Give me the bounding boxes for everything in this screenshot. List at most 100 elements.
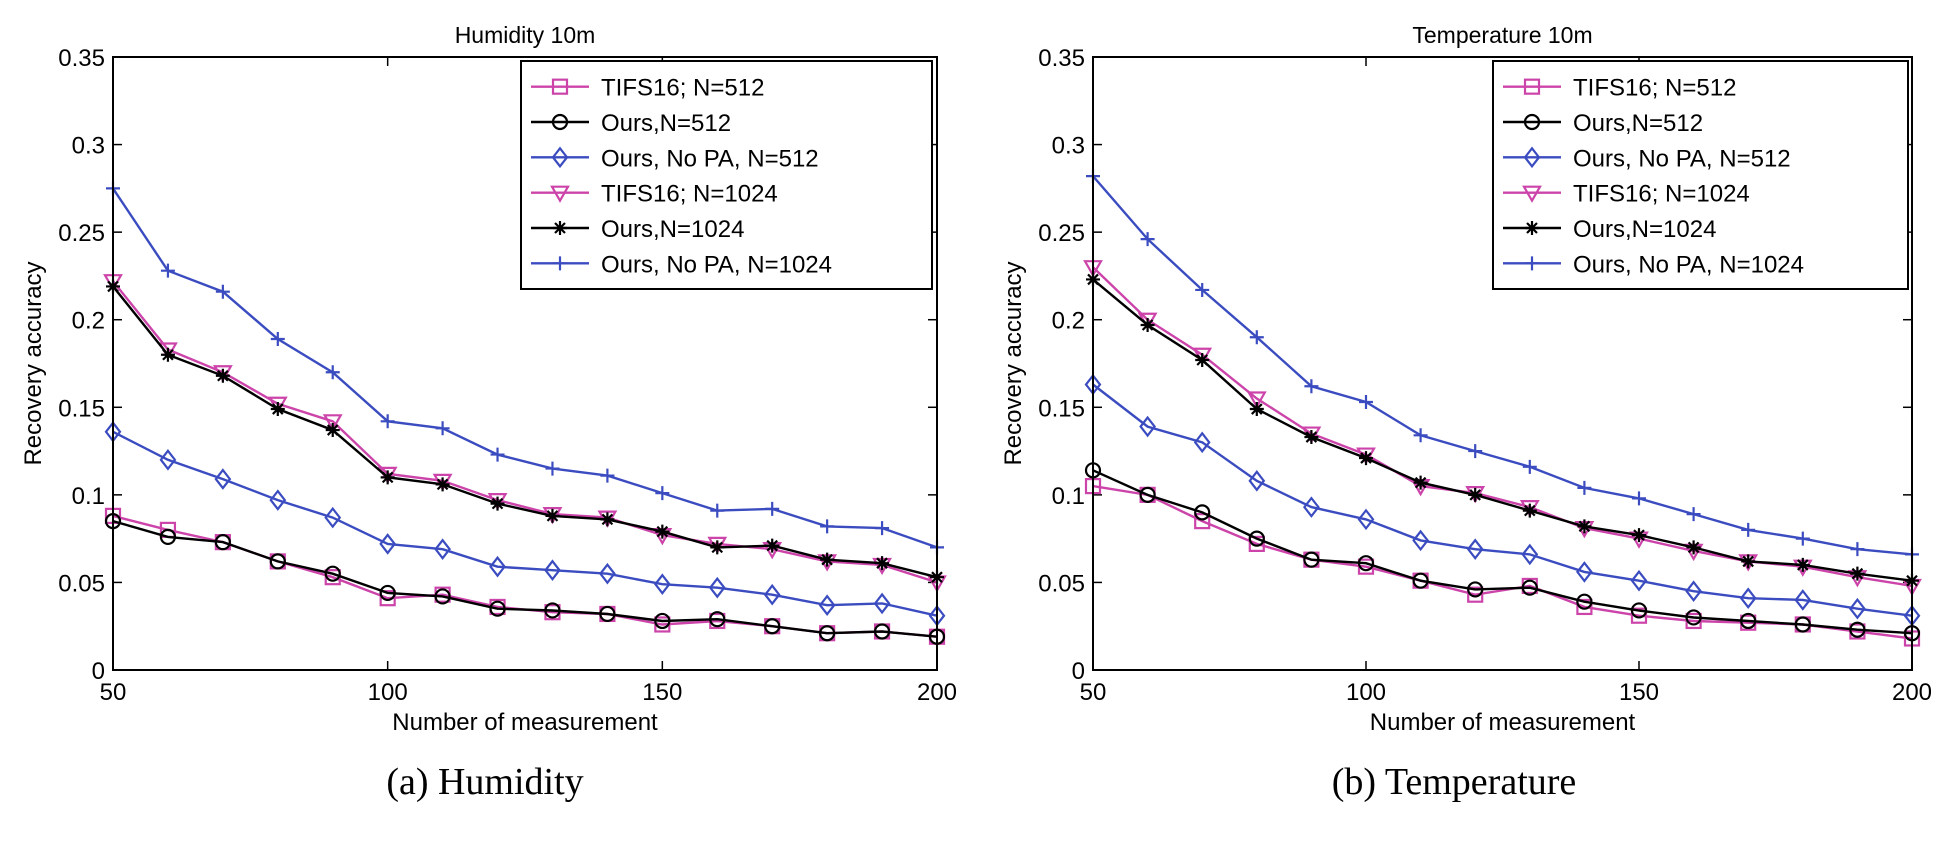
- humidity-data-point-ours-n-1024: [655, 524, 670, 539]
- humidity-legend-item-ours-n-1024: Ours,N=1024: [531, 216, 744, 243]
- humidity-data-point-ours-no-pa-n-1024: [710, 503, 725, 518]
- temperature-data-point-ours-no-pa-n-1024: [1413, 428, 1428, 443]
- temperature-data-point-ours-no-pa-n-512: [1521, 543, 1539, 566]
- temperature-data-point-tifs16-n-512: [1248, 535, 1265, 552]
- temperature-data-point-tifs16-n-512: [1467, 586, 1484, 603]
- humidity-data-point-ours-n-512: [159, 528, 177, 545]
- humidity-data-point-ours-n-512: [214, 534, 231, 551]
- temperature-data-point-ours-no-pa-n-512: [1248, 470, 1266, 492]
- humidity-data-point-ours-no-pa-n-512: [544, 559, 561, 581]
- temperature-data-point-ours-n-1024: [1577, 519, 1592, 534]
- humidity-legend-box: [520, 60, 933, 290]
- temperature-data-point-ours-no-pa-n-1024: [1468, 444, 1483, 459]
- humidity-data-point-ours-no-pa-n-1024: [160, 263, 175, 278]
- temperature-series-line-ours-n-512: [1092, 469, 1913, 635]
- humidity-data-point-ours-n-512: [709, 611, 726, 628]
- humidity-data-point-ours-n-1024: [160, 347, 175, 362]
- humidity-data-point-ours-n-1024: [545, 508, 560, 523]
- humidity-data-point-ours-n-512: [819, 625, 836, 642]
- temperature-data-point-ours-n-1024: [1140, 317, 1155, 332]
- humidity-data-point-ours-no-pa-n-512: [763, 583, 781, 606]
- temperature-data-point-ours-no-pa-n-512: [1630, 569, 1648, 592]
- humidity-plot-frame: [112, 56, 938, 671]
- humidity-series-ours-n-1024: [106, 279, 944, 585]
- temperature-series-line-tifs16-n-512: [1092, 484, 1913, 640]
- temperature-legend-marker: [1522, 185, 1542, 203]
- temperature-data-point-ours-n-1024: [1249, 402, 1264, 417]
- humidity-data-point-ours-n-512: [873, 623, 891, 640]
- humidity-series-line-ours-no-pa-n-512: [112, 430, 938, 617]
- humidity-data-point-ours-no-pa-n-512: [379, 533, 397, 555]
- humidity-data-point-ours-n-512: [599, 605, 616, 623]
- temperature-data-point-ours-n-1024: [1468, 487, 1483, 502]
- temperature-legend-item-ours-n-1024: Ours,N=1024: [1503, 216, 1716, 243]
- temperature-series-line-tifs16-n-1024: [1092, 266, 1913, 588]
- humidity-legend-label: Ours, No PA, N=512: [601, 145, 819, 172]
- humidity-data-point-ours-n-512: [489, 600, 506, 617]
- temperature-data-point-ours-n-512: [1630, 602, 1648, 619]
- temperature-data-point-ours-no-pa-n-1024: [1686, 507, 1701, 522]
- humidity-data-point-ours-no-pa-n-512: [873, 592, 891, 615]
- temperature-legend-item-ours-n-512: Ours,N=512: [1503, 110, 1703, 137]
- humidity-data-point-ours-no-pa-n-1024: [765, 501, 780, 516]
- humidity-data-point-ours-no-pa-n-512: [599, 562, 616, 585]
- humidity-data-point-ours-n-512: [544, 602, 561, 619]
- humidity-legend-item-ours-no-pa-n-1024: Ours, No PA, N=1024: [531, 251, 832, 278]
- temperature-series-ours-no-pa-n-512: [1084, 373, 1921, 627]
- temperature-xtick-label: 100: [1346, 679, 1386, 706]
- temperature-data-point-ours-n-512: [1357, 555, 1375, 572]
- temperature-data-point-ours-n-512: [1794, 616, 1811, 633]
- temperature-ytick-label: 0.35: [1038, 45, 1085, 72]
- temperature-data-point-tifs16-n-1024: [1246, 391, 1267, 409]
- temperature-data-point-ours-n-512: [1576, 593, 1593, 610]
- temperature-data-point-ours-n-1024: [1304, 430, 1319, 445]
- temperature-data-point-ours-n-1024: [1632, 528, 1646, 543]
- temperature-data-point-ours-n-1024: [1195, 352, 1210, 367]
- humidity-ytick-label: 0: [92, 658, 105, 685]
- humidity-data-point-ours-n-512: [654, 612, 671, 630]
- humidity-data-point-tifs16-n-1024: [322, 414, 343, 432]
- humidity-ytick-label: 0.15: [58, 395, 105, 422]
- humidity-data-point-ours-n-1024: [710, 540, 725, 555]
- humidity-data-point-ours-n-1024: [820, 552, 835, 567]
- temperature-chart-panel: Temperature 10m 0 0.05 0.1 0.15 0.2 0.25 0.3 0.3…: [970, 0, 1938, 854]
- humidity-series-line-ours-no-pa-n-1024: [112, 187, 938, 549]
- humidity-data-point-ours-n-512: [324, 565, 341, 582]
- humidity-data-point-ours-no-pa-n-1024: [435, 421, 450, 436]
- humidity-x-axis-label: Number of measurement: [392, 709, 658, 736]
- humidity-chart-panel: Humidity 10m 0 0.05 0.1 0.15 0.2 0.25 0.3 0.35 50…: [20, 22, 957, 803]
- temperature-legend-label: TIFS16; N=1024: [1573, 181, 1750, 208]
- humidity-data-point-ours-no-pa-n-512: [818, 594, 836, 616]
- temperature-data-point-ours-no-pa-n-1024: [1741, 522, 1756, 537]
- temperature-data-point-ours-no-pa-n-512: [1139, 415, 1156, 438]
- humidity-legend: TIFS16; N=512 Ours,N=512 Ours, No PA, N=51…: [520, 60, 933, 290]
- temperature-data-point-ours-n-512: [1521, 579, 1538, 596]
- temperature-legend-label: Ours, No PA, N=1024: [1573, 251, 1804, 278]
- humidity-legend-marker: [551, 78, 569, 95]
- humidity-xtick-label: 50: [100, 679, 127, 706]
- humidity-legend-label: Ours,N=1024: [601, 216, 744, 243]
- humidity-data-point-tifs16-n-512: [379, 590, 396, 607]
- humidity-data-point-ours-no-pa-n-1024: [545, 461, 560, 476]
- humidity-data-point-ours-no-pa-n-1024: [600, 468, 615, 483]
- temperature-legend-marker: [1525, 221, 1539, 235]
- temperature-data-point-ours-no-pa-n-512: [1412, 529, 1429, 552]
- humidity-data-point-ours-n-1024: [380, 470, 395, 485]
- temperature-data-point-ours-n-1024: [1741, 554, 1756, 569]
- temperature-data-point-ours-no-pa-n-512: [1193, 431, 1211, 454]
- temperature-ytick-label: 0.05: [1038, 570, 1085, 597]
- temperature-ytick-label: 0: [1072, 658, 1085, 685]
- temperature-ytick-label: 0.15: [1038, 395, 1085, 422]
- temperature-data-point-ours-n-512: [1849, 621, 1866, 638]
- temperature-caption: (b) Temperature: [1331, 761, 1577, 803]
- temperature-data-point-tifs16-n-512: [1630, 607, 1648, 624]
- humidity-data-point-ours-no-pa-n-1024: [215, 284, 230, 299]
- temperature-data-point-ours-n-512: [1194, 504, 1211, 521]
- temperature-data-point-ours-no-pa-n-512: [1357, 508, 1375, 531]
- temperature-data-point-ours-n-512: [1685, 609, 1702, 626]
- humidity-ytick-label: 0.05: [58, 570, 105, 597]
- temperature-legend-label: Ours,N=512: [1573, 110, 1703, 137]
- temperature-legend-marker: [1525, 256, 1539, 271]
- humidity-series-line-tifs16-n-1024: [112, 280, 938, 584]
- humidity-xtick-label: 200: [917, 679, 957, 706]
